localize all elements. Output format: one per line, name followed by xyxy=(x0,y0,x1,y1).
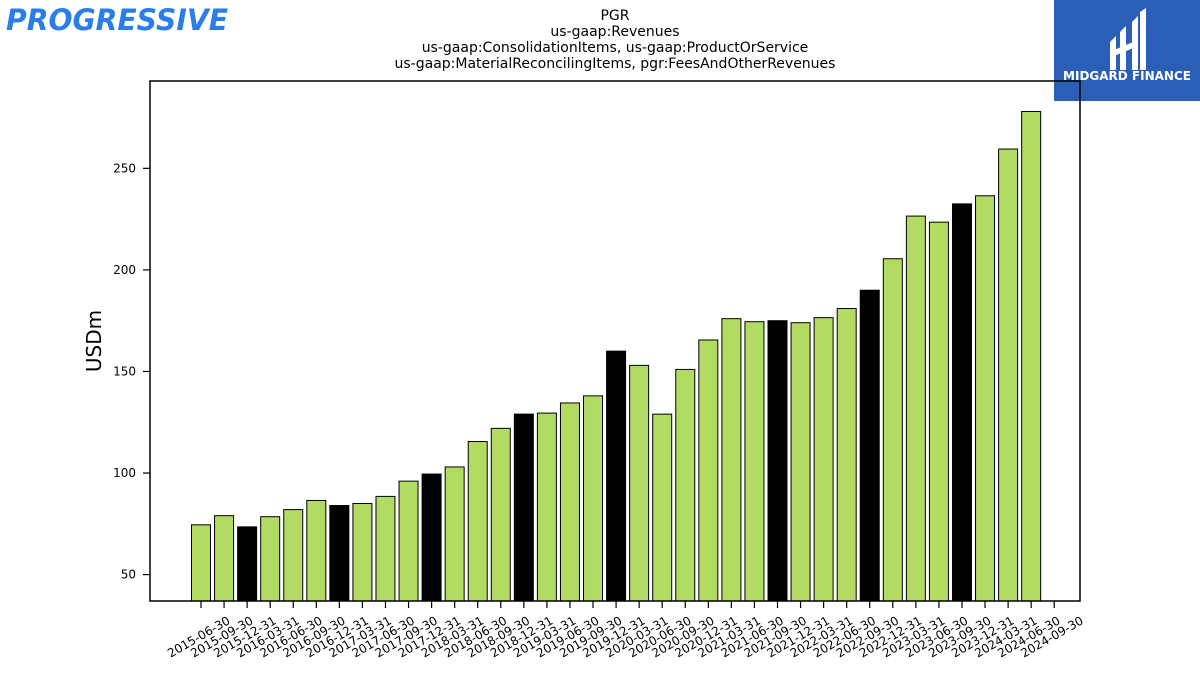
midgard-mark-icon xyxy=(1110,8,1146,70)
bar xyxy=(352,503,373,602)
midgard-logo-graphic: MIDGARD FINANCE xyxy=(1063,8,1191,83)
y-tick-label: 50 xyxy=(121,568,136,582)
x-axis: 2015-06-302015-09-302015-12-312016-03-31… xyxy=(165,601,1086,660)
chart-title-line: us-gaap:Revenues xyxy=(550,24,679,40)
bar xyxy=(629,364,650,602)
bar xyxy=(260,516,281,602)
bar xyxy=(652,413,673,602)
progressive-logo: PROGRESSIVE xyxy=(4,2,236,38)
bar xyxy=(306,499,327,602)
chart-title: PGRus-gaap:Revenuesus-gaap:Consolidation… xyxy=(395,8,836,72)
bar xyxy=(859,289,880,602)
bar xyxy=(698,339,719,602)
progressive-logo-text: PROGRESSIVE xyxy=(6,3,228,37)
y-tick-label: 100 xyxy=(113,466,136,480)
bar xyxy=(606,350,627,602)
bar xyxy=(559,402,580,602)
bar xyxy=(513,413,534,602)
midgard-finance-logo: MIDGARD FINANCE xyxy=(1054,0,1200,101)
bar xyxy=(237,526,258,602)
bar xyxy=(813,317,834,602)
y-tick-label: 150 xyxy=(113,364,136,378)
bar xyxy=(467,441,488,602)
bar xyxy=(1021,110,1042,602)
bar xyxy=(790,322,811,602)
chart-title-line: PGR xyxy=(600,8,629,24)
bar xyxy=(398,480,419,602)
bar xyxy=(490,427,511,602)
bar xyxy=(329,505,350,602)
bar xyxy=(444,466,465,602)
bar xyxy=(951,203,972,602)
bar xyxy=(928,221,949,602)
bar xyxy=(191,524,211,602)
chart-title-line: us-gaap:ConsolidationItems, us-gaap:Prod… xyxy=(422,40,809,56)
y-axis: 50 100 150 200 250 xyxy=(113,161,150,582)
chart-title-line: us-gaap:MaterialReconcilingItems, pgr:Fe… xyxy=(395,56,836,72)
bar xyxy=(836,308,857,602)
y-tick-label: 200 xyxy=(113,263,136,277)
bar xyxy=(975,195,996,602)
bar xyxy=(767,320,788,602)
y-tick-label: 250 xyxy=(113,161,136,175)
bar xyxy=(675,368,696,602)
y-axis-label: USDm xyxy=(82,310,106,372)
bar xyxy=(421,473,442,602)
bar xyxy=(721,318,742,602)
bar xyxy=(882,258,903,602)
bar xyxy=(583,395,604,602)
bar xyxy=(375,495,396,602)
plot-frame xyxy=(149,80,1081,602)
bar xyxy=(744,321,765,602)
bars-group xyxy=(191,110,1042,602)
midgard-logo-text: MIDGARD FINANCE xyxy=(1063,69,1191,83)
bar xyxy=(536,412,557,602)
bar xyxy=(283,509,304,602)
progressive-logo-graphic: PROGRESSIVE xyxy=(6,3,228,37)
bar xyxy=(998,148,1019,602)
bar xyxy=(905,215,926,602)
bar xyxy=(214,515,235,602)
